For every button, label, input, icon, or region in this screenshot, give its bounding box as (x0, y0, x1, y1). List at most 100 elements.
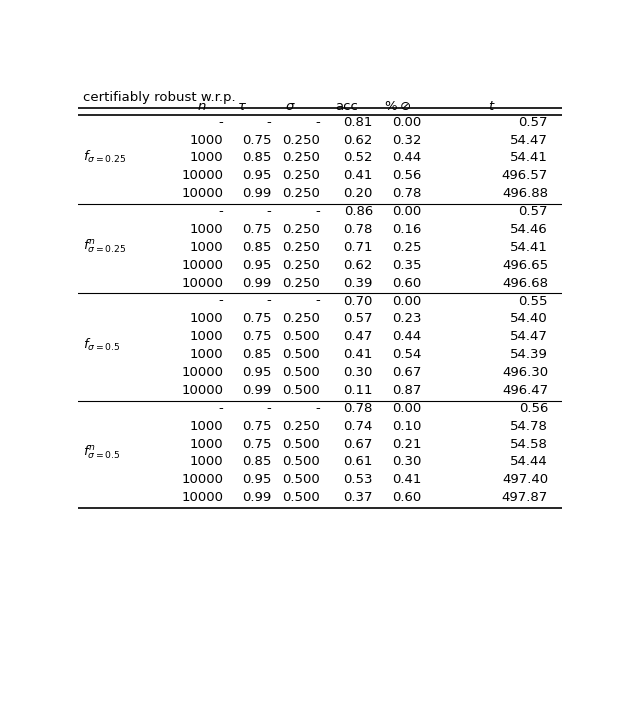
Text: 0.85: 0.85 (242, 348, 271, 361)
Text: 0.56: 0.56 (392, 169, 421, 182)
Text: 54.41: 54.41 (510, 152, 548, 164)
Text: 0.75: 0.75 (242, 134, 271, 147)
Text: 0.75: 0.75 (242, 312, 271, 325)
Text: 10000: 10000 (181, 258, 223, 272)
Text: 0.87: 0.87 (392, 384, 421, 397)
Text: -: - (266, 115, 271, 129)
Text: certifiably robust w.r.p.: certifiably robust w.r.p. (83, 91, 235, 104)
Text: 54.47: 54.47 (510, 134, 548, 147)
Text: 0.35: 0.35 (392, 258, 421, 272)
Text: 0.32: 0.32 (392, 134, 421, 147)
Text: 0.99: 0.99 (242, 492, 271, 505)
Text: 0.85: 0.85 (242, 455, 271, 468)
Text: 1000: 1000 (190, 241, 223, 254)
Text: 0.21: 0.21 (392, 438, 421, 451)
Text: 0.54: 0.54 (392, 348, 421, 361)
Text: 10000: 10000 (181, 473, 223, 486)
Text: 0.85: 0.85 (242, 241, 271, 254)
Text: 0.250: 0.250 (282, 258, 319, 272)
Text: 54.58: 54.58 (510, 438, 548, 451)
Text: 0.71: 0.71 (343, 241, 373, 254)
Text: 496.88: 496.88 (502, 187, 548, 200)
Text: 0.250: 0.250 (282, 277, 319, 290)
Text: -: - (315, 401, 319, 415)
Text: 0.61: 0.61 (344, 455, 373, 468)
Text: 497.40: 497.40 (502, 473, 548, 486)
Text: 0.41: 0.41 (392, 473, 421, 486)
Text: 0.30: 0.30 (344, 366, 373, 379)
Text: 496.68: 496.68 (502, 277, 548, 290)
Text: 0.57: 0.57 (519, 205, 548, 218)
Text: 54.40: 54.40 (510, 312, 548, 325)
Text: -: - (315, 295, 319, 308)
Text: -: - (315, 205, 319, 218)
Text: 10000: 10000 (181, 169, 223, 182)
Text: 496.57: 496.57 (502, 169, 548, 182)
Text: 0.99: 0.99 (242, 187, 271, 200)
Text: 1000: 1000 (190, 330, 223, 343)
Text: 0.99: 0.99 (242, 277, 271, 290)
Text: 0.57: 0.57 (343, 312, 373, 325)
Text: -: - (266, 295, 271, 308)
Text: 0.00: 0.00 (392, 295, 421, 308)
Text: 1000: 1000 (190, 420, 223, 433)
Text: 10000: 10000 (181, 492, 223, 505)
Text: 0.95: 0.95 (242, 169, 271, 182)
Text: 0.57: 0.57 (519, 115, 548, 129)
Text: 1000: 1000 (190, 152, 223, 164)
Text: 0.62: 0.62 (344, 258, 373, 272)
Text: 0.250: 0.250 (282, 241, 319, 254)
Text: 10000: 10000 (181, 187, 223, 200)
Text: 0.52: 0.52 (343, 152, 373, 164)
Text: 0.44: 0.44 (392, 152, 421, 164)
Text: 0.500: 0.500 (282, 438, 319, 451)
Text: 0.67: 0.67 (392, 366, 421, 379)
Text: 0.250: 0.250 (282, 420, 319, 433)
Text: $n$: $n$ (197, 99, 206, 113)
Text: $f^n_{\sigma=0.5}$: $f^n_{\sigma=0.5}$ (83, 444, 120, 461)
Text: -: - (266, 205, 271, 218)
Text: 496.30: 496.30 (502, 366, 548, 379)
Text: 0.250: 0.250 (282, 187, 319, 200)
Text: $f^n_{\sigma=0.25}$: $f^n_{\sigma=0.25}$ (83, 237, 126, 256)
Text: 0.95: 0.95 (242, 366, 271, 379)
Text: 0.75: 0.75 (242, 330, 271, 343)
Text: 0.75: 0.75 (242, 438, 271, 451)
Text: 10000: 10000 (181, 366, 223, 379)
Text: -: - (218, 401, 223, 415)
Text: 0.16: 0.16 (392, 223, 421, 236)
Text: 54.47: 54.47 (510, 330, 548, 343)
Text: $f_{\sigma=0.25}$: $f_{\sigma=0.25}$ (83, 149, 126, 165)
Text: 0.85: 0.85 (242, 152, 271, 164)
Text: 0.53: 0.53 (343, 473, 373, 486)
Text: 0.500: 0.500 (282, 384, 319, 397)
Text: 0.78: 0.78 (344, 401, 373, 415)
Text: 1000: 1000 (190, 348, 223, 361)
Text: 0.86: 0.86 (344, 205, 373, 218)
Text: acc: acc (335, 99, 358, 113)
Text: 54.46: 54.46 (510, 223, 548, 236)
Text: 0.500: 0.500 (282, 492, 319, 505)
Text: 0.37: 0.37 (343, 492, 373, 505)
Text: 0.55: 0.55 (519, 295, 548, 308)
Text: 0.78: 0.78 (344, 223, 373, 236)
Text: 54.44: 54.44 (510, 455, 548, 468)
Text: 497.87: 497.87 (502, 492, 548, 505)
Text: 0.95: 0.95 (242, 473, 271, 486)
Text: 1000: 1000 (190, 455, 223, 468)
Text: -: - (315, 115, 319, 129)
Text: 0.75: 0.75 (242, 223, 271, 236)
Text: 0.41: 0.41 (344, 169, 373, 182)
Text: 0.60: 0.60 (392, 492, 421, 505)
Text: 0.20: 0.20 (344, 187, 373, 200)
Text: -: - (266, 401, 271, 415)
Text: 0.95: 0.95 (242, 258, 271, 272)
Text: $\tau$: $\tau$ (237, 99, 248, 113)
Text: -: - (218, 295, 223, 308)
Text: 0.44: 0.44 (392, 330, 421, 343)
Text: 10000: 10000 (181, 277, 223, 290)
Text: 0.250: 0.250 (282, 223, 319, 236)
Text: 0.250: 0.250 (282, 134, 319, 147)
Text: 0.67: 0.67 (344, 438, 373, 451)
Text: 1000: 1000 (190, 134, 223, 147)
